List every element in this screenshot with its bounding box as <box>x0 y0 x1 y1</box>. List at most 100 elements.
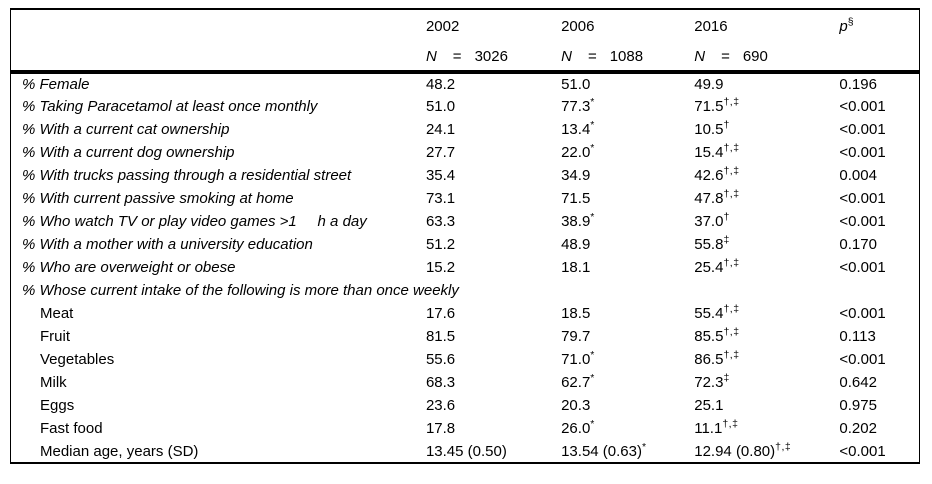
p-value: <0.001 <box>839 351 886 368</box>
p-value: 0.202 <box>839 420 877 437</box>
cell-value: 85.5†,‡ <box>694 326 740 345</box>
cell-value: 26.0* <box>561 418 595 437</box>
cell-value: 68.3 <box>425 374 456 391</box>
p-value: 0.113 <box>839 328 876 345</box>
cell-value: 12.94 (0.80)†,‡ <box>694 440 792 460</box>
header-empty-cell <box>11 9 426 42</box>
p-value: <0.001 <box>839 121 886 138</box>
cell-value: 34.9 <box>561 167 591 184</box>
significance-marker: †,‡ <box>723 165 740 177</box>
cell-value: 22.0* <box>561 142 595 161</box>
p-value: <0.001 <box>839 259 886 276</box>
cell-value: 11.1†,‡ <box>694 418 739 437</box>
header-year-2016: 2016 <box>694 17 728 35</box>
cell-value: 62.7* <box>561 372 595 391</box>
cell-value: 37.0† <box>694 211 730 230</box>
cell-value: 49.9 <box>694 76 724 93</box>
cell-value: 25.4†,‡ <box>694 257 740 276</box>
header-year-2002: 2002 <box>425 17 460 35</box>
row-label: Fast food <box>40 420 103 437</box>
row-label: Median age, years (SD) <box>40 442 199 460</box>
equals-sign: = <box>452 47 462 65</box>
header-n-2016: N = 690 <box>694 42 839 72</box>
cell-value: 17.6 <box>425 305 456 322</box>
p-label: p <box>839 17 848 35</box>
significance-marker: †,‡ <box>723 257 740 269</box>
table-body: % Female 48.2 51.0 49.9 0.196 % Taking P… <box>11 72 920 463</box>
table-row: % With trucks passing through a resident… <box>11 164 920 187</box>
row-label: % Whose current intake of the following … <box>22 282 459 299</box>
header-empty-cell <box>11 42 426 72</box>
cell-value: 51.2 <box>425 236 456 253</box>
significance-marker: ‡ <box>723 234 730 246</box>
significance-marker: * <box>590 372 595 384</box>
p-value: 0.196 <box>839 76 877 93</box>
significance-marker: * <box>590 142 595 154</box>
table-row: % With a current cat ownership 24.1 13.4… <box>11 118 920 141</box>
significance-marker: †,‡ <box>775 440 792 453</box>
table-row: Eggs 23.6 20.3 25.1 0.975 <box>11 394 920 417</box>
header-p-column: p§ <box>839 9 919 42</box>
significance-marker: * <box>590 211 595 223</box>
n-label: N <box>561 47 572 65</box>
cell-value: 42.6†,‡ <box>694 165 740 184</box>
significance-marker: * <box>641 440 647 453</box>
table-row: Meat 17.6 18.5 55.4†,‡ <0.001 <box>11 302 920 325</box>
table-row: % With current passive smoking at home 7… <box>11 187 920 210</box>
row-label: Vegetables <box>40 351 115 368</box>
table-row: Fast food 17.8 26.0* 11.1†,‡ 0.202 <box>11 417 920 440</box>
cell-value: 51.0 <box>561 76 591 93</box>
cell-value: 73.1 <box>425 190 456 207</box>
header-n-row: N = 3026 N = 1088 N = 690 <box>11 42 920 72</box>
significance-marker: †,‡ <box>723 188 740 200</box>
table-row: % Taking Paracetamol at least once month… <box>11 95 920 118</box>
significance-marker: * <box>590 119 595 131</box>
p-value: 0.642 <box>839 374 877 391</box>
cell-value: 86.5†,‡ <box>694 349 740 368</box>
table-row: Median age, years (SD) 13.45 (0.50) 13.5… <box>11 440 920 463</box>
row-label: % With current passive smoking at home <box>22 190 294 207</box>
p-value: 0.170 <box>839 236 877 253</box>
cell-value: 81.5 <box>425 328 456 345</box>
row-label: Meat <box>40 305 74 322</box>
p-value: <0.001 <box>839 305 886 322</box>
cell-value: 71.5†,‡ <box>694 96 740 115</box>
header-n-2002: N = 3026 <box>426 42 561 72</box>
p-value: <0.001 <box>839 144 886 161</box>
cell-value: 77.3* <box>561 96 595 115</box>
significance-marker: ‡ <box>723 372 730 384</box>
cell-value: 71.5 <box>561 190 591 207</box>
cell-value: 13.54 (0.63)* <box>561 440 647 460</box>
significance-marker: †,‡ <box>723 142 740 154</box>
table-row: Vegetables 55.6 71.0* 86.5†,‡ <0.001 <box>11 348 920 371</box>
row-label: % With a current cat ownership <box>22 121 230 138</box>
cell-value: 48.2 <box>425 76 456 93</box>
row-label: % Who are overweight or obese <box>22 259 236 276</box>
header-n-2006: N = 1088 <box>561 42 694 72</box>
cell-value: 79.7 <box>561 328 591 345</box>
p-value: 0.004 <box>839 167 877 184</box>
cell-value: 15.2 <box>425 259 456 276</box>
significance-marker: * <box>590 349 595 361</box>
cell-value: 63.3 <box>425 213 456 230</box>
row-label: Fruit <box>40 328 70 345</box>
p-value: <0.001 <box>839 213 886 230</box>
header-year-row: 2002 2006 2016 p§ <box>11 9 920 42</box>
row-label: % With a mother with a university educat… <box>22 236 313 253</box>
equals-sign: = <box>721 47 730 65</box>
cell-value: 17.8 <box>425 420 456 437</box>
p-superscript: § <box>847 15 855 28</box>
row-label: % Taking Paracetamol at least once month… <box>22 98 318 115</box>
header-year-2006: 2006 <box>561 17 595 35</box>
table-row: % Who are overweight or obese 15.2 18.1 … <box>11 256 920 279</box>
significance-marker: †,‡ <box>722 418 739 430</box>
significance-marker: †,‡ <box>723 349 740 361</box>
header-empty-cell <box>839 42 919 72</box>
p-value: 0.975 <box>839 397 877 414</box>
cell-value: 24.1 <box>425 121 456 138</box>
cell-value: 13.4* <box>561 119 595 138</box>
significance-marker: †,‡ <box>723 303 740 315</box>
cell-value: 48.9 <box>561 236 591 253</box>
table-row: Fruit 81.5 79.7 85.5†,‡ 0.113 <box>11 325 920 348</box>
